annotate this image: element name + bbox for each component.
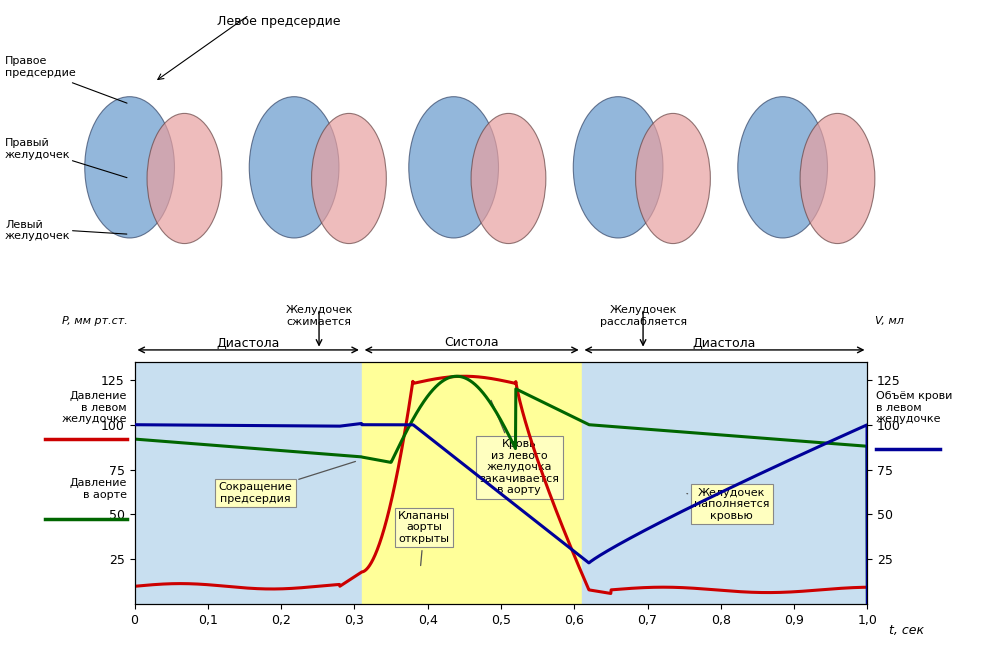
Text: Желудочек
сжимается: Желудочек сжимается [285, 305, 353, 327]
Text: Желудочек
расслабляется: Желудочек расслабляется [599, 305, 687, 327]
Text: Давление
в левом
желудочке: Давление в левом желудочке [62, 391, 127, 424]
Text: Объём крови
в левом
желудочке: Объём крови в левом желудочке [875, 391, 952, 424]
Text: P, мм рт.ст.: P, мм рт.ст. [62, 316, 128, 326]
Text: Клапаны
aорты
открыты: Клапаны aорты открыты [398, 511, 450, 566]
Text: Правое
предсердие: Правое предсердие [5, 56, 76, 78]
Ellipse shape [573, 97, 663, 238]
Bar [581, 362, 867, 604]
Text: t, сек: t, сек [889, 623, 924, 637]
Text: Желудочек
наполняется
кровью: Желудочек наполняется кровью [687, 487, 770, 521]
Ellipse shape [636, 114, 710, 244]
Text: Кровь
из левого
желудочка
закачивается
в аорту: Кровь из левого желудочка закачивается в… [480, 400, 559, 495]
Ellipse shape [471, 114, 546, 244]
Text: Левое предсердие: Левое предсердие [217, 15, 341, 28]
Ellipse shape [409, 97, 498, 238]
Bar [135, 362, 362, 604]
Text: V, мл: V, мл [874, 316, 903, 326]
Text: Диастола: Диастола [693, 337, 756, 349]
Text: Давление
в аорте: Давление в аорте [70, 478, 127, 500]
Text: Правый
желудочек: Правый желудочек [5, 138, 71, 159]
Text: Диастола: Диастола [216, 337, 280, 349]
Ellipse shape [147, 114, 221, 244]
Text: Левый
желудочек: Левый желудочек [5, 220, 71, 241]
Ellipse shape [311, 114, 386, 244]
Bar [362, 362, 581, 604]
Ellipse shape [800, 114, 875, 244]
Ellipse shape [85, 97, 174, 238]
Text: Систола: Систола [445, 337, 498, 349]
Ellipse shape [738, 97, 828, 238]
Text: Сокращение
предсердия: Сокращение предсердия [218, 461, 356, 504]
Ellipse shape [249, 97, 339, 238]
